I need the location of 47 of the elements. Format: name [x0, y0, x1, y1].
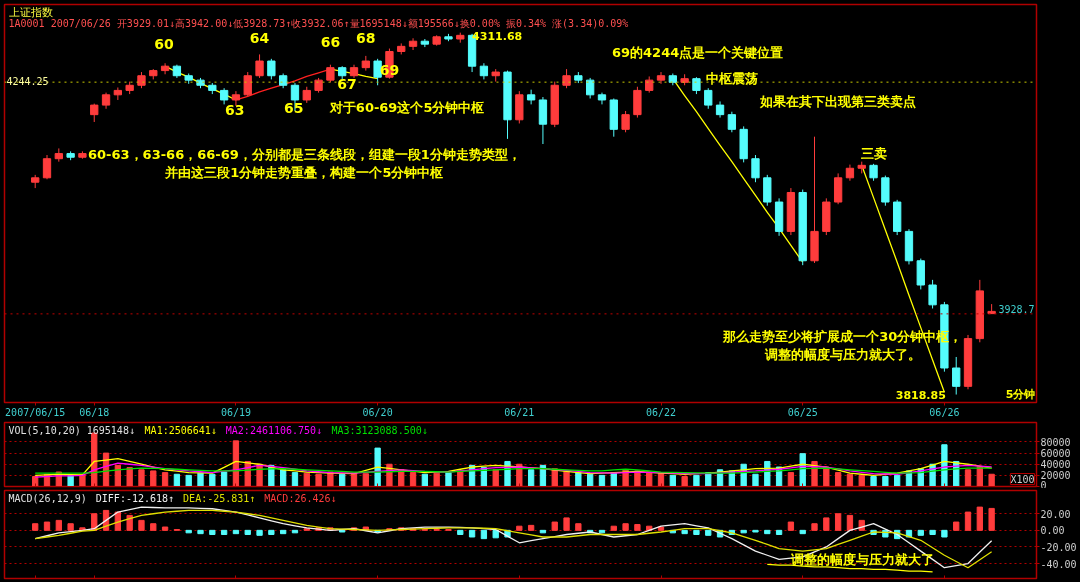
x-tick-label: 06/26: [929, 406, 960, 418]
annotation: 对于60-69这个5分钟中枢: [328, 100, 485, 116]
text: MA1:2506641↓: [144, 424, 217, 436]
annotation: 64: [249, 30, 270, 47]
annotation: 68: [356, 30, 376, 47]
y-axis-title: X100: [1010, 473, 1035, 485]
x-tick-label: 06/19: [220, 406, 251, 418]
annotation: 60: [154, 36, 174, 53]
series-label: DEA:-25.831↑: [183, 492, 256, 504]
x-tick-label: 06/21: [504, 406, 535, 418]
annotation: 69的4244点是一个关键位置: [611, 44, 784, 60]
text: 5分钟: [1005, 388, 1036, 402]
annotation: 3818.85: [895, 388, 946, 402]
y-tick-label: -40.00: [1040, 558, 1077, 570]
annotation: 60-63，63-66，66-69，分别都是三条线段，组建一段1分钟走势类型，并由这三段1分钟走势重叠，构建一个5分钟中枢: [88, 147, 521, 181]
text: 1A0001 2007/06/26 开3929.01↓高3942.00↓低3928.73↑收3932.06↑量1695148↓额195566↓换0.00% 振0.34% 涨(3.34)0.09%: [8, 17, 629, 29]
annotation: 63: [225, 101, 245, 118]
chart-title: 上证指数: [8, 5, 53, 19]
x-tick-label: 2007/06/15: [5, 406, 66, 418]
y-tick-label: 20000: [1040, 470, 1071, 482]
x-tick-label: 06/25: [787, 406, 818, 418]
text: MA2:2461106.750↓: [225, 424, 323, 436]
y-tick-label: 40000: [1040, 459, 1071, 471]
annotation: 4311.68: [472, 29, 523, 43]
chart-title: VOL(5,10,20) 1695148↓: [8, 424, 135, 436]
annotation: 65: [284, 99, 304, 116]
y-tick-label: -20.00: [1040, 541, 1077, 553]
x-tick-label: 06/18: [79, 406, 110, 418]
annotation: 66: [320, 34, 341, 51]
text: MA3:3123088.500↓: [331, 424, 428, 436]
x-tick-label: 06/20: [362, 406, 393, 418]
text: MACD:26.426↓: [264, 492, 337, 504]
chart-title: MACD(26,12,9): [8, 492, 87, 504]
series-label: DIFF:-12.618↑: [95, 492, 175, 504]
y-tick-label: 60000: [1040, 448, 1071, 460]
y-tick-label: 80000: [1040, 436, 1071, 448]
ref-line-label: 4244.25: [6, 76, 49, 88]
annotation: 67: [337, 76, 357, 93]
annotation: 三卖: [860, 146, 887, 162]
y-tick-label: 20.00: [1040, 508, 1071, 520]
annotation: 中枢震荡: [705, 70, 758, 86]
ref-line-label: 3928.7: [998, 303, 1035, 315]
annotation: 如果在其下出现第三类卖点: [759, 94, 917, 110]
y-tick-label: 0: [1040, 479, 1047, 491]
x-tick-label: 06/22: [645, 406, 677, 418]
annotation: 69: [379, 62, 400, 79]
y-tick-label: 0.00: [1040, 525, 1065, 537]
